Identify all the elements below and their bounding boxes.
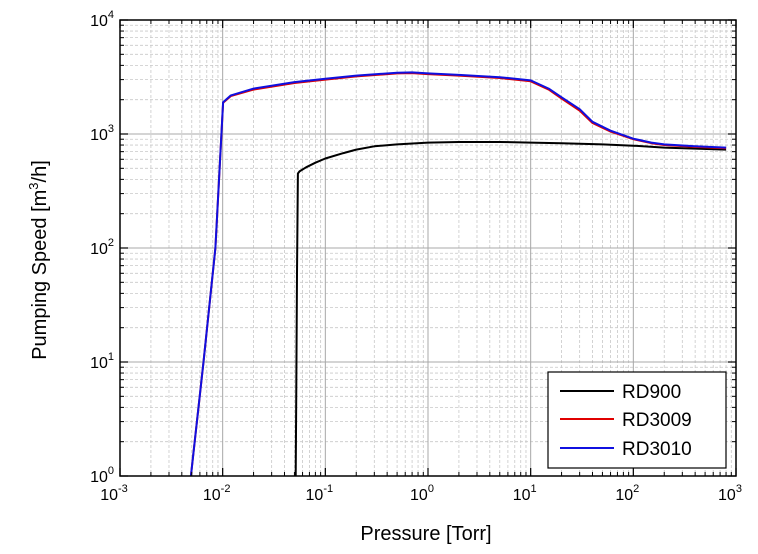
series-line-rd3010 [189,71,727,477]
y-tick-exponent: 4 [108,9,114,21]
x-tick-exponent: -2 [221,483,231,495]
legend: RD900 RD3009 RD3010 [547,371,727,469]
x-tick-base: 10 [513,487,531,504]
y-axis-title: Pumping Speed [m3/h] [26,160,51,360]
y-tick-exponent: 2 [108,237,114,249]
axis-ticks [119,19,737,477]
series-line-rd900 [294,141,727,477]
y-tick-label: 102 [90,237,114,258]
x-tick-exponent: 2 [633,483,639,495]
x-tick-base: 10 [306,487,324,504]
x-tick-base: 10 [100,487,118,504]
x-tick-base: 10 [718,487,736,504]
y-tick-base: 10 [90,469,108,486]
y-tick-base: 10 [90,355,108,372]
x-tick-labels: 10-3 10-2 10-1 100 101 102 103 [100,483,742,504]
x-tick-label: 10-3 [100,483,128,504]
x-axis-title: Pressure [Torr] [360,523,491,545]
y-axis-title-main: Pumping Speed [m [29,190,51,360]
x-tick-label: 103 [718,483,742,504]
x-tick-label: 101 [513,483,537,504]
y-tick-base: 10 [90,127,108,144]
legend-box [547,371,727,469]
y-tick-exponent: 0 [108,465,114,477]
y-tick-label: 104 [90,9,114,30]
x-tick-label: 10-1 [306,483,334,504]
x-tick-exponent: 1 [531,483,537,495]
y-tick-exponent: 1 [108,351,114,363]
x-tick-base: 10 [203,487,221,504]
y-tick-label: 100 [90,465,114,486]
x-tick-exponent: 0 [428,483,434,495]
legend-label-rd3010: RD3010 [622,439,692,460]
y-axis-title-superscript: 3 [26,182,41,189]
major-grid [120,20,736,476]
x-tick-base: 10 [615,487,633,504]
series-layer [189,71,727,477]
x-tick-label: 100 [410,483,434,504]
x-tick-base: 10 [410,487,428,504]
y-tick-label: 101 [90,351,114,372]
y-axis-title-unit: /h] [29,160,51,182]
x-tick-label: 10-2 [203,483,231,504]
x-tick-exponent: -1 [323,483,333,495]
x-tick-exponent: -3 [118,483,128,495]
y-tick-exponent: 3 [108,123,114,135]
y-tick-label: 103 [90,123,114,144]
y-tick-base: 10 [90,13,108,30]
legend-label-rd3009: RD3009 [622,410,692,431]
legend-label-rd900: RD900 [622,382,681,403]
x-tick-exponent: 3 [736,483,742,495]
x-tick-label: 102 [615,483,639,504]
y-tick-base: 10 [90,241,108,258]
